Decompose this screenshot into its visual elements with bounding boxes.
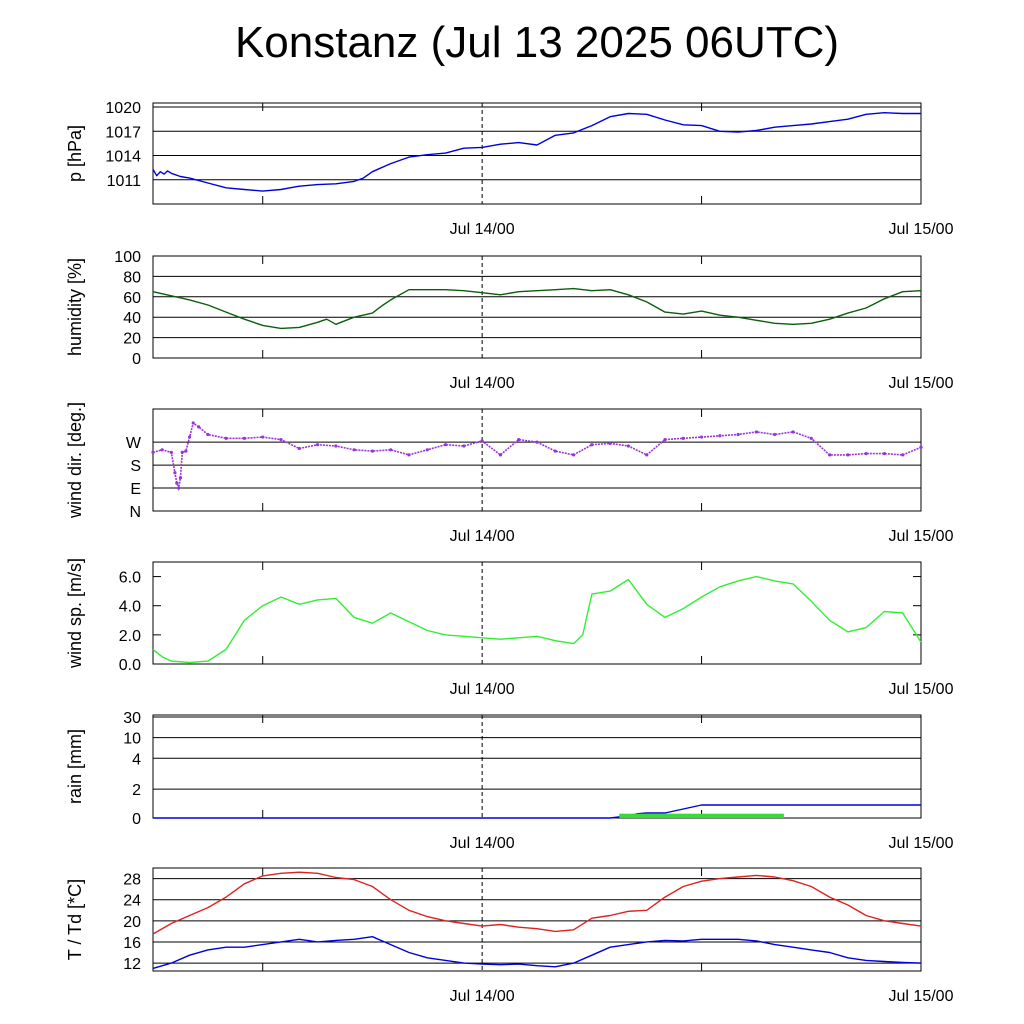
y-tick-label: N [129,504,141,521]
plot-frame [152,867,922,972]
data-point [846,453,850,457]
plot-frame [152,255,922,359]
y-tick-label: 10 [123,731,141,748]
y-tick-label: 1017 [105,124,141,141]
chart-title: Konstanz (Jul 13 2025 06UTC) [234,18,840,67]
y-tick-label: 0 [132,811,141,828]
y-tick-label: S [130,458,141,475]
y-tick-label: 80 [123,269,141,286]
x-tick-label: Jul 14/00 [450,375,515,392]
x-tick-label: Jul 14/00 [450,221,515,238]
series-line [152,111,921,192]
series-line [152,936,922,970]
panel-2: 0 20 40 60 80 100 Jul 14/00 Jul 15/00 humidity [… [65,249,954,392]
x-tick-label: Jul 15/00 [889,835,954,852]
plot-frame [152,102,922,205]
x-tick-label: Jul 14/00 [450,988,515,1005]
y-tick-label: 0.0 [119,657,141,674]
y-tick-label: 24 [123,893,141,910]
y-axis-label: wind dir. [deg.] [65,402,85,519]
series-line [152,287,922,330]
y-tick-label: 16 [123,935,141,952]
panel-6: 12 16 20 24 28 Jul 14/00 Jul 15/00 T / Td [*C] [65,867,954,1005]
y-axis-label: humidity [%] [65,258,85,356]
plot-frame [152,561,922,665]
y-tick-label: 30 [123,710,141,727]
y-tick-label: 60 [123,290,141,307]
y-axis-label: p [hPa] [65,125,85,182]
y-tick-label: 12 [123,956,141,973]
y-axis-label: wind sp. [m/s] [65,558,85,669]
series-line [152,575,922,664]
x-tick-label: Jul 14/00 [450,681,515,698]
y-tick-label: 40 [123,310,141,327]
y-tick-label: 4 [132,751,141,768]
y-tick-label: 6.0 [119,570,141,587]
series-line [153,804,921,819]
x-tick-label: Jul 14/00 [450,528,515,545]
y-tick-label: E [130,481,141,498]
y-tick-label: 20 [123,914,141,931]
panel-5: 0 2 4 10 30 Jul 14/00 Jul 15/00 rain [mm] [65,710,954,852]
y-tick-label: W [126,435,142,452]
y-tick-label: 2 [132,782,141,799]
rain-bar [619,813,784,818]
y-tick-label: 1014 [105,149,141,166]
x-tick-label: Jul 15/00 [889,988,954,1005]
panel-1: 1011 1014 1017 1020 Jul 14/00 Jul 15/00 p [hPa… [65,100,954,238]
y-axis-label: T / Td [*C] [65,879,85,960]
y-tick-label: 4.0 [119,599,141,616]
x-tick-label: Jul 15/00 [889,528,954,545]
y-tick-label: 1020 [105,100,141,117]
x-tick-label: Jul 14/00 [450,835,515,852]
y-tick-label: 0 [132,351,141,368]
y-tick-label: 20 [123,331,141,348]
x-tick-label: Jul 15/00 [889,681,954,698]
panel-4: 0.0 2.0 4.0 6.0 Jul 14/00 Jul 15/00 wind sp. [… [65,558,954,698]
plot-frame [152,408,922,512]
y-tick-label: 100 [114,249,141,266]
y-tick-label: 1011 [107,173,142,190]
x-tick-label: Jul 15/00 [889,221,954,238]
series-line [152,421,922,492]
y-tick-label: 2.0 [119,628,141,645]
y-axis-label: rain [mm] [65,729,85,804]
x-tick-label: Jul 15/00 [889,375,954,392]
y-tick-label: 28 [123,872,141,889]
plot-frame [152,714,922,819]
series-line [152,871,922,935]
